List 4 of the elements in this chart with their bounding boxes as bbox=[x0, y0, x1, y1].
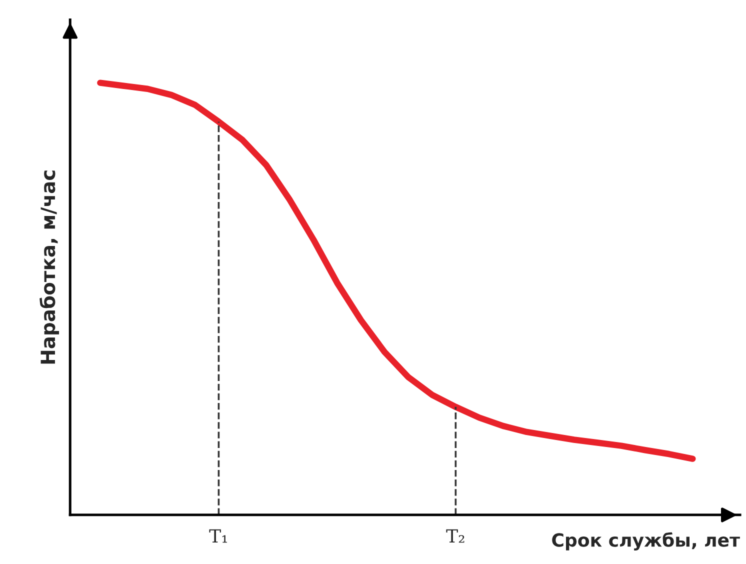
x-tick-label: T₂ bbox=[446, 529, 464, 543]
x-axis-title: Срок службы, лет bbox=[552, 532, 740, 550]
x-tick-label: T₁ bbox=[209, 529, 227, 543]
y-axis-title: Наработка, м/час bbox=[40, 170, 60, 364]
